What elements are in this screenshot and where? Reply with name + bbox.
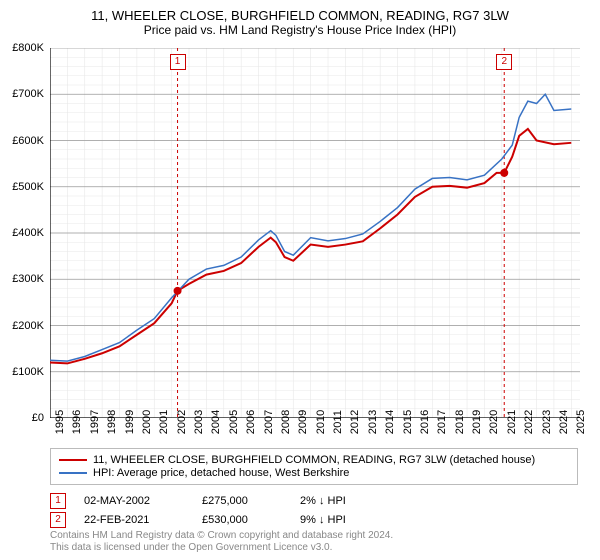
x-axis-label: 2004 xyxy=(210,410,222,434)
chart-subtitle: Price paid vs. HM Land Registry's House … xyxy=(0,23,600,43)
y-axis-label: £400K xyxy=(12,227,44,239)
x-axis-label: 2005 xyxy=(228,410,240,434)
x-axis-label: 2007 xyxy=(263,410,275,434)
transaction-date-2: 22-FEB-2021 xyxy=(84,514,184,526)
x-axis-label: 1998 xyxy=(106,410,118,434)
transaction-table: 1 02-MAY-2002 £275,000 2% ↓ HPI 2 22-FEB… xyxy=(50,490,578,531)
x-axis-label: 1996 xyxy=(71,410,83,434)
chart-svg xyxy=(50,48,580,418)
x-axis-label: 2003 xyxy=(193,410,205,434)
footer: Contains HM Land Registry data © Crown c… xyxy=(50,530,393,554)
x-axis-label: 2023 xyxy=(541,410,553,434)
transaction-pct-2: 9% ↓ HPI xyxy=(300,514,390,526)
transaction-marker-2: 2 xyxy=(50,512,66,528)
y-axis-label: £800K xyxy=(12,42,44,54)
transaction-row: 1 02-MAY-2002 £275,000 2% ↓ HPI xyxy=(50,493,578,509)
x-axis-label: 2008 xyxy=(280,410,292,434)
legend-label-1: 11, WHEELER CLOSE, BURGHFIELD COMMON, RE… xyxy=(93,454,535,466)
y-axis-label: £100K xyxy=(12,366,44,378)
footer-line-1: Contains HM Land Registry data © Crown c… xyxy=(50,530,393,542)
x-axis-label: 2012 xyxy=(349,410,361,434)
x-axis-label: 2010 xyxy=(315,410,327,434)
chart-area: 12£0£100K£200K£300K£400K£500K£600K£700K£… xyxy=(50,48,580,418)
x-axis-label: 1997 xyxy=(89,410,101,434)
legend: 11, WHEELER CLOSE, BURGHFIELD COMMON, RE… xyxy=(50,448,578,485)
y-axis-label: £500K xyxy=(12,181,44,193)
x-axis-label: 2019 xyxy=(471,410,483,434)
legend-swatch-1 xyxy=(59,459,87,461)
transaction-marker-1: 1 xyxy=(50,493,66,509)
legend-row-1: 11, WHEELER CLOSE, BURGHFIELD COMMON, RE… xyxy=(59,454,569,466)
y-axis-label: £0 xyxy=(32,412,44,424)
x-axis-label: 2015 xyxy=(402,410,414,434)
transaction-row: 2 22-FEB-2021 £530,000 9% ↓ HPI xyxy=(50,512,578,528)
chart-marker-label: 2 xyxy=(496,54,512,70)
x-axis-label: 1999 xyxy=(124,410,136,434)
transaction-pct-1: 2% ↓ HPI xyxy=(300,495,390,507)
legend-swatch-2 xyxy=(59,472,87,474)
footer-line-2: This data is licensed under the Open Gov… xyxy=(50,542,393,554)
x-axis-label: 2013 xyxy=(367,410,379,434)
legend-row-2: HPI: Average price, detached house, West… xyxy=(59,467,569,479)
transaction-date-1: 02-MAY-2002 xyxy=(84,495,184,507)
y-axis-label: £300K xyxy=(12,273,44,285)
x-axis-label: 2018 xyxy=(454,410,466,434)
x-axis-label: 2000 xyxy=(141,410,153,434)
chart-container: 11, WHEELER CLOSE, BURGHFIELD COMMON, RE… xyxy=(0,0,600,560)
x-axis-label: 2006 xyxy=(245,410,257,434)
x-axis-label: 2022 xyxy=(523,410,535,434)
transaction-price-1: £275,000 xyxy=(202,495,282,507)
x-axis-label: 2011 xyxy=(332,410,344,434)
legend-label-2: HPI: Average price, detached house, West… xyxy=(93,467,349,479)
x-axis-label: 2014 xyxy=(384,410,396,434)
x-axis-label: 2002 xyxy=(176,410,188,434)
x-axis-label: 2020 xyxy=(488,410,500,434)
x-axis-label: 1995 xyxy=(54,410,66,434)
x-axis-label: 2025 xyxy=(575,410,587,434)
x-axis-label: 2024 xyxy=(558,410,570,434)
chart-title: 11, WHEELER CLOSE, BURGHFIELD COMMON, RE… xyxy=(0,0,600,23)
x-axis-label: 2001 xyxy=(158,410,170,434)
x-axis-label: 2021 xyxy=(506,410,518,434)
y-axis-label: £700K xyxy=(12,88,44,100)
transaction-price-2: £530,000 xyxy=(202,514,282,526)
x-axis-label: 2009 xyxy=(297,410,309,434)
chart-marker-label: 1 xyxy=(170,54,186,70)
x-axis-label: 2016 xyxy=(419,410,431,434)
y-axis-label: £600K xyxy=(12,135,44,147)
y-axis-label: £200K xyxy=(12,320,44,332)
x-axis-label: 2017 xyxy=(436,410,448,434)
